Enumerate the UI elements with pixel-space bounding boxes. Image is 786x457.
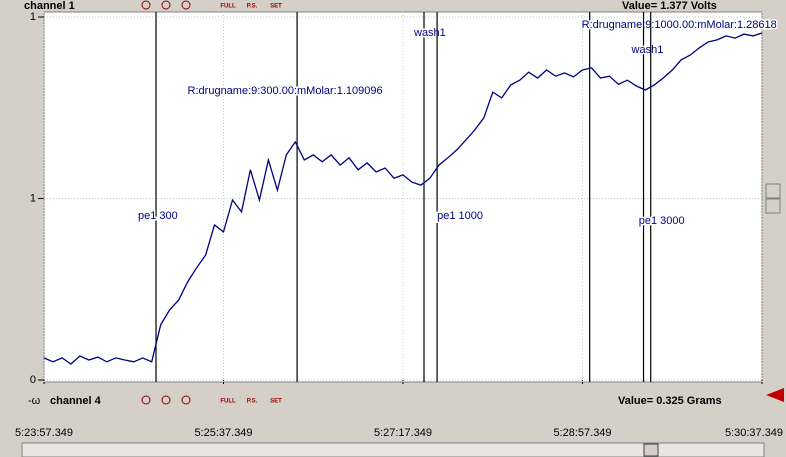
- set-button[interactable]: SET: [270, 399, 282, 405]
- h-scrollbar[interactable]: [21, 442, 765, 457]
- channel-label: channel 1: [24, 0, 75, 12]
- x-tick-label: 5:25:37.349: [194, 427, 252, 439]
- scroll-down[interactable]: [765, 198, 781, 214]
- event-label: pe1 1000: [437, 210, 483, 222]
- full-button[interactable]: FULL: [220, 4, 236, 10]
- event-label: R:drugname:9:300.00:mMolar:1.109096: [188, 85, 383, 97]
- ps-button[interactable]: P.S.: [247, 399, 258, 405]
- y-tick-label: 1: [30, 11, 36, 23]
- x-tick-label: 5:28:57.349: [553, 427, 611, 439]
- scroll-thumb[interactable]: [643, 443, 659, 457]
- readout: Value= 1.377 Volts: [622, 0, 717, 12]
- event-label: wash1: [631, 44, 664, 56]
- zoom-fit[interactable]: [161, 395, 171, 405]
- zoom-out[interactable]: [181, 395, 191, 405]
- event-label: wash1: [413, 27, 446, 39]
- trace: [43, 32, 763, 365]
- top-bar: [0, 0, 786, 12]
- zoom-out[interactable]: [181, 0, 191, 10]
- y-tick-label: 0: [30, 374, 36, 386]
- y-tick-label: 1: [30, 192, 36, 204]
- x-tick-label: 5:23:57.349: [15, 427, 73, 439]
- event-label: pe1 3000: [639, 215, 685, 227]
- channel-label: channel 4: [50, 395, 102, 407]
- event-label: R:drugname:9:1000.00:mMolar:1.28618: [582, 19, 777, 31]
- zoom-in[interactable]: [141, 395, 151, 405]
- x-tick-label: 5:30:37.349: [725, 427, 783, 439]
- zoom-icons[interactable]: [141, 0, 191, 10]
- full-button[interactable]: FULL: [220, 399, 236, 405]
- scroll-up[interactable]: [765, 183, 781, 199]
- zoom-icons[interactable]: [141, 395, 191, 405]
- x-tick-label: 5:27:17.349: [374, 427, 432, 439]
- set-button[interactable]: SET: [270, 4, 282, 10]
- readout: Value= 0.325 Grams: [618, 395, 722, 407]
- scale-icon[interactable]: [766, 388, 784, 402]
- plot: pe1 300 R:drugname:9:300.00:mMolar:1.1090…: [38, 12, 778, 386]
- ps-button[interactable]: P.S.: [247, 4, 258, 10]
- marker: -ω: [28, 395, 41, 407]
- event-label: pe1 300: [138, 210, 178, 222]
- zoom-in[interactable]: [141, 0, 151, 10]
- zoom-fit[interactable]: [161, 0, 171, 10]
- plot-area: [43, 11, 763, 383]
- bottom-bar: [0, 384, 786, 414]
